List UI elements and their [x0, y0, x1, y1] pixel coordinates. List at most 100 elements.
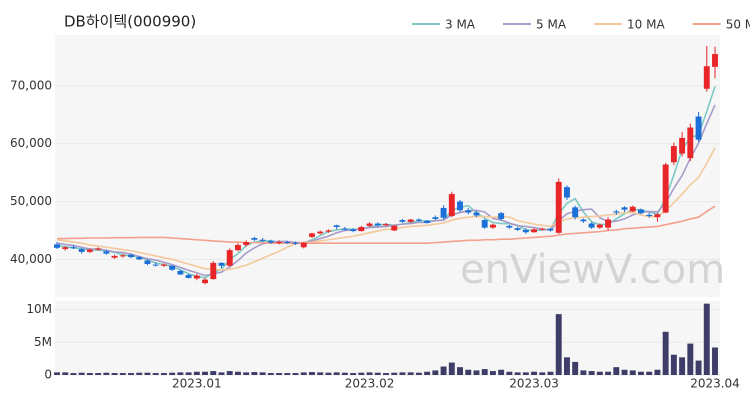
volume-bar [687, 343, 694, 375]
candle-body [350, 229, 357, 232]
candle-body [646, 214, 653, 217]
volume-bar [259, 372, 266, 375]
candle-body [383, 224, 389, 226]
candle-body [218, 262, 225, 266]
volume-bar [309, 372, 315, 375]
volume-bar [391, 372, 398, 375]
volume-bar [243, 372, 250, 375]
volume-bar [111, 373, 118, 375]
x-tick-label: 2023.02 [345, 377, 395, 391]
volume-bar [481, 369, 488, 375]
candle-body [670, 146, 677, 163]
candle-body [95, 248, 102, 250]
candle-body [457, 201, 463, 211]
volume-bar [547, 371, 554, 375]
candle-body [514, 228, 521, 230]
volume-bar [522, 372, 529, 375]
volume-bar [440, 366, 447, 375]
candle-body [547, 228, 554, 231]
volume-bar [712, 347, 718, 375]
volume-bar [103, 372, 110, 375]
candle-body [415, 219, 422, 221]
candle-body [177, 270, 184, 275]
volume-bar [383, 373, 389, 375]
candle-body [407, 219, 414, 222]
volume-bar [350, 373, 357, 375]
volume-bar [489, 371, 496, 375]
candle-body [300, 242, 307, 248]
x-tick-label: 2023.01 [172, 377, 222, 391]
candle-body [62, 247, 69, 249]
volume-bar [465, 369, 472, 375]
volume-bar [300, 372, 307, 375]
volume-bar [407, 372, 414, 375]
candle-body [531, 229, 538, 233]
volume-bar [555, 314, 562, 375]
candle-body [629, 206, 636, 212]
volume-bar [572, 361, 579, 375]
volume-bar [366, 372, 373, 375]
volume-bar [506, 371, 513, 375]
watermark: enViewV.com [460, 247, 725, 293]
volume-bar [448, 362, 455, 375]
volume-tick-label: 0 [44, 368, 52, 382]
candle-body [309, 233, 315, 237]
volume-bar [588, 371, 595, 375]
candle-body [489, 224, 496, 228]
candle-body [267, 240, 274, 243]
legend-label: 50 MA [726, 18, 750, 32]
candle-body [251, 238, 258, 240]
candle-body [563, 187, 570, 198]
volume-bar [670, 354, 677, 375]
legend-label: 5 MA [536, 18, 567, 32]
volume-bar [654, 369, 661, 375]
volume-bar [119, 373, 126, 375]
candle-body [465, 210, 472, 213]
volume-bar [177, 372, 184, 375]
candle-body [325, 230, 332, 232]
candle-body [432, 217, 439, 219]
candle-body [54, 244, 60, 248]
volume-bar [703, 303, 710, 375]
candle-body [580, 219, 587, 222]
volume-bar [498, 369, 505, 375]
candle-body [374, 223, 381, 226]
volume-bar [646, 371, 653, 375]
volume-bar [70, 373, 77, 375]
y-tick-label: 60,000 [10, 136, 52, 150]
volume-bar [144, 372, 151, 375]
volume-bar [86, 373, 93, 375]
candle-body [292, 242, 299, 244]
candle-body [399, 220, 406, 222]
candle-body [358, 227, 365, 232]
volume-bar [473, 370, 480, 375]
volume-bar [662, 331, 669, 375]
candle-body [621, 207, 628, 210]
volume-bar [679, 357, 686, 375]
legend-label: 10 MA [627, 18, 665, 32]
candle-body [481, 220, 488, 228]
volume-bar [514, 372, 521, 375]
x-tick-label: 2023.03 [509, 377, 559, 391]
volume-bar [251, 372, 258, 375]
candle-body [70, 247, 77, 249]
volume-panel [55, 301, 720, 375]
candle-body [391, 225, 398, 231]
candle-body [144, 260, 151, 265]
volume-bar [358, 372, 365, 375]
candle-body [448, 194, 455, 217]
volume-bar [325, 372, 332, 375]
volume-bar [152, 373, 159, 375]
candle-body [128, 254, 134, 258]
volume-bar [531, 371, 538, 375]
volume-bar [202, 371, 209, 375]
candle-body [152, 264, 159, 266]
volume-bar [613, 367, 620, 375]
volume-bar [54, 372, 60, 375]
volume-bar [128, 373, 134, 375]
candle-body [111, 255, 118, 258]
y-tick-label: 40,000 [10, 252, 52, 266]
candle-body [259, 239, 266, 241]
volume-bar [78, 372, 85, 375]
volume-bar [136, 372, 143, 375]
